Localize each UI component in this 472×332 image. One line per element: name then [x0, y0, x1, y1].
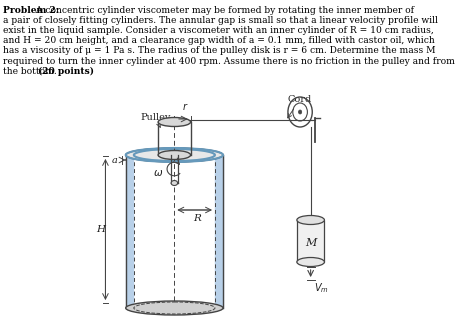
Text: required to turn the inner cylinder at 400 rpm. Assume there is no friction in t: required to turn the inner cylinder at 4… — [3, 56, 455, 65]
Text: $\omega$: $\omega$ — [153, 168, 163, 178]
Ellipse shape — [158, 118, 191, 126]
Text: A concentric cylinder viscometer may be formed by rotating the inner member of: A concentric cylinder viscometer may be … — [33, 6, 414, 15]
Text: and H = 20 cm height, and a clearance gap width of a = 0.1 mm, filled with casto: and H = 20 cm height, and a clearance ga… — [3, 36, 435, 45]
Text: a: a — [111, 155, 118, 164]
Text: M: M — [305, 238, 316, 248]
Text: has a viscosity of μ = 1 Pa s. The radius of the pulley disk is r = 6 cm. Determ: has a viscosity of μ = 1 Pa s. The radiu… — [3, 46, 436, 55]
Ellipse shape — [158, 150, 191, 159]
Text: $V_m$: $V_m$ — [314, 281, 329, 295]
Text: Pulley: Pulley — [140, 113, 171, 127]
Text: the bottom.: the bottom. — [3, 67, 60, 76]
Text: Cord: Cord — [287, 95, 312, 118]
Ellipse shape — [126, 148, 223, 162]
Text: exist in the liquid sample. Consider a viscometer with an inner cylinder of R = : exist in the liquid sample. Consider a v… — [3, 26, 434, 35]
Ellipse shape — [126, 148, 223, 162]
Ellipse shape — [171, 181, 177, 186]
Ellipse shape — [126, 301, 223, 315]
Text: R: R — [193, 214, 201, 223]
Text: a pair of closely fitting cylinders. The annular gap is small so that a linear v: a pair of closely fitting cylinders. The… — [3, 16, 438, 25]
Circle shape — [298, 110, 302, 114]
Ellipse shape — [297, 258, 324, 267]
Text: (20 points): (20 points) — [38, 67, 94, 76]
Ellipse shape — [134, 149, 215, 161]
Text: Problem 2:: Problem 2: — [3, 6, 59, 15]
Text: H: H — [96, 225, 105, 234]
Ellipse shape — [297, 215, 324, 224]
Bar — [297, 220, 324, 262]
Text: r: r — [183, 102, 187, 112]
